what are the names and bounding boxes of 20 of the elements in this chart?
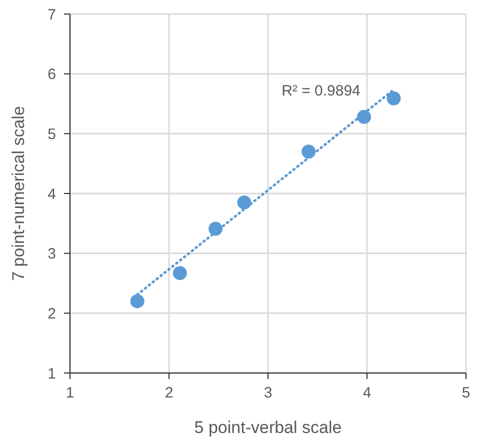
point — [130, 294, 144, 308]
x-tick-label: 5 — [462, 384, 470, 402]
point — [386, 91, 401, 106]
annotation: R² = 0.9894 — [282, 82, 360, 100]
x-tick-label: 3 — [264, 384, 272, 402]
y-tick-label: 7 — [48, 6, 56, 24]
y-tick-label: 3 — [48, 246, 56, 263]
y-tick-label: 6 — [48, 66, 56, 84]
x-tick-label: 1 — [66, 384, 74, 402]
point — [302, 144, 316, 159]
x-tick-label: 2 — [164, 384, 174, 402]
y-tick-label: 2 — [48, 305, 56, 322]
y-axis-title: 7 point-numerical scale — [9, 106, 28, 281]
y-tick-label: 5 — [48, 126, 56, 143]
point — [237, 195, 252, 210]
y-tick-label: 4 — [48, 186, 56, 203]
x-axis-title: 5 point-verbal scale — [194, 418, 342, 437]
y-tick-label: 1 — [48, 365, 56, 382]
point — [172, 266, 187, 280]
x-tick-label: 4 — [362, 384, 372, 402]
